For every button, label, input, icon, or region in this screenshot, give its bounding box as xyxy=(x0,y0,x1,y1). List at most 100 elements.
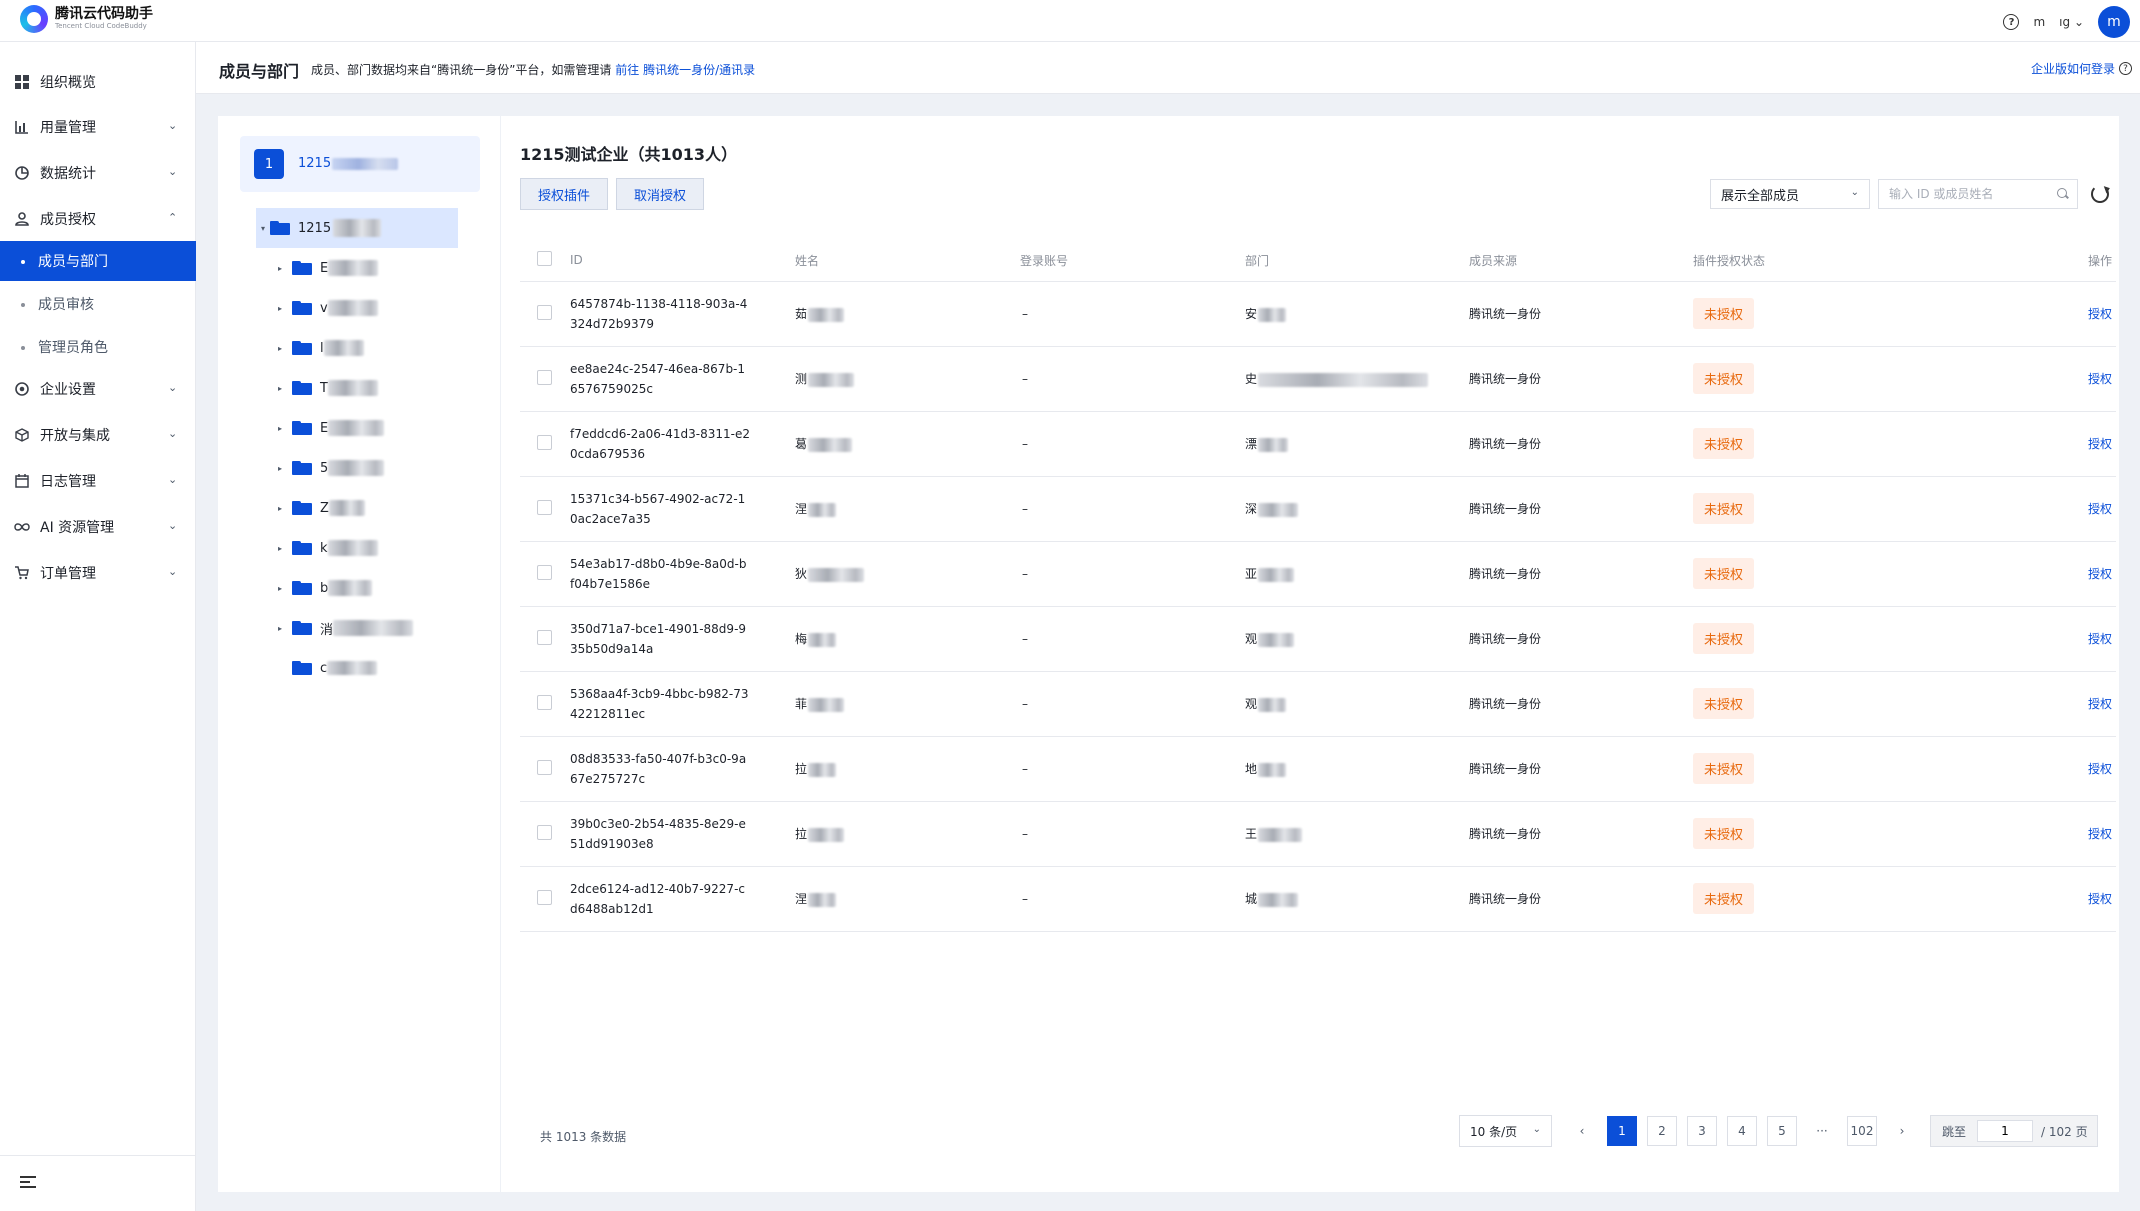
sidebar-item-orders[interactable]: 订单管理 ⌄ xyxy=(0,553,196,593)
member-id: 6457874b-1138-4118-903a-4324d72b9379 xyxy=(570,296,748,331)
member-source: 腾讯统一身份 xyxy=(1469,307,1542,321)
table-row[interactable]: 2dce6124-ad12-40b7-9227-cd6488ab12d1 涅 – 城 腾… xyxy=(520,866,2116,932)
sidebar-item-logs[interactable]: 日志管理 ⌄ xyxy=(0,461,196,501)
authorize-link[interactable]: 授权 xyxy=(2087,697,2112,711)
avatar[interactable]: m xyxy=(2098,6,2130,38)
row-checkbox[interactable] xyxy=(537,304,552,320)
pagination-ellipsis[interactable]: ··· xyxy=(1816,1124,1828,1138)
user-menu[interactable]: m xyxy=(2033,15,2046,29)
tree-node[interactable]: ▸ 消 xyxy=(268,608,414,648)
search-input[interactable] xyxy=(1889,187,2049,201)
row-checkbox[interactable] xyxy=(537,759,552,775)
row-checkbox[interactable] xyxy=(537,694,552,710)
table-row[interactable]: 39b0c3e0-2b54-4835-8e29-e51dd91903e8 拉 – 王 腾… xyxy=(520,801,2116,867)
table-row[interactable]: 5368aa4f-3cb9-4bbc-b982-7342212811ec 菲 – 观 腾… xyxy=(520,671,2116,737)
member-filter-select[interactable]: 展示全部成员 ⌄ xyxy=(1710,179,1870,209)
member-name: 测 xyxy=(795,372,808,386)
prev-page-button[interactable]: ‹ xyxy=(1579,1124,1585,1138)
page-5-button[interactable]: 5 xyxy=(1767,1116,1797,1146)
sidebar-item-overview[interactable]: 组织概览 xyxy=(0,62,196,102)
table-row[interactable]: ee8ae24c-2547-46ea-867b-16576759025c 测 – 史 腾… xyxy=(520,346,2116,412)
authorize-link[interactable]: 授权 xyxy=(2087,567,2112,581)
tree-node[interactable]: ▸ v xyxy=(268,288,378,328)
caret-right-icon[interactable]: ▸ xyxy=(277,343,282,353)
caret-right-icon[interactable]: ▸ xyxy=(277,623,282,633)
tree-node[interactable]: ▸ k xyxy=(268,528,378,568)
page-2-button[interactable]: 2 xyxy=(1647,1116,1677,1146)
tree-node[interactable]: ▸ E xyxy=(268,248,379,288)
authorize-link[interactable]: 授权 xyxy=(2087,762,2112,776)
tree-node[interactable]: ▸ T xyxy=(268,368,378,408)
authorize-link[interactable]: 授权 xyxy=(2087,632,2112,646)
page-jump-input[interactable] xyxy=(1977,1120,2033,1142)
sidebar-subitem-member-review[interactable]: 成员审核 xyxy=(0,284,196,324)
row-checkbox[interactable] xyxy=(537,824,552,840)
caret-right-icon[interactable]: ▸ xyxy=(277,503,282,513)
authorize-link[interactable]: 授权 xyxy=(2087,307,2112,321)
authorize-link[interactable]: 授权 xyxy=(2087,827,2112,841)
authorize-link[interactable]: 授权 xyxy=(2087,437,2112,451)
page-4-button[interactable]: 4 xyxy=(1727,1116,1757,1146)
row-checkbox[interactable] xyxy=(537,434,552,450)
table-row[interactable]: 08d83533-fa50-407f-b3c0-9a67e275727c 拉 – 地 腾… xyxy=(520,736,2116,802)
identity-link[interactable]: 前往 腾讯统一身份/通讯录 xyxy=(615,63,756,77)
table-row[interactable]: 6457874b-1138-4118-903a-4324d72b9379 茹 – 安 腾… xyxy=(520,281,2116,347)
revoke-authorization-button[interactable]: 取消授权 xyxy=(616,178,704,210)
refresh-icon[interactable] xyxy=(2091,185,2109,203)
tree-node[interactable]: ▸ b xyxy=(268,568,373,608)
authorize-link[interactable]: 授权 xyxy=(2087,372,2112,386)
page-1-button[interactable]: 1 xyxy=(1607,1116,1637,1146)
tree-node[interactable]: ▸ E xyxy=(268,408,385,448)
caret-right-icon[interactable]: ▸ xyxy=(277,423,282,433)
caret-right-icon[interactable]: ▸ xyxy=(277,263,282,273)
sidebar-subitem-admin-roles[interactable]: 管理员角色 xyxy=(0,327,196,367)
caret-right-icon[interactable]: ▸ xyxy=(277,583,282,593)
member-name: 梅 xyxy=(795,632,808,646)
app-logo[interactable]: 腾讯云代码助手 Tencent Cloud CodeBuddy xyxy=(20,5,153,33)
search-field[interactable] xyxy=(1878,179,2078,209)
last-page-button[interactable]: 102 xyxy=(1847,1116,1877,1146)
member-id: 350d71a7-bce1-4901-88d9-935b50d9a14a xyxy=(570,621,747,656)
table-row[interactable]: f7eddcd6-2a06-41d3-8311-e20cda679536 葛 – 漂 腾… xyxy=(520,411,2116,477)
tree-root-node[interactable]: ▾ 1215 xyxy=(256,208,458,248)
row-checkbox[interactable] xyxy=(537,629,552,645)
caret-right-icon[interactable]: ▸ xyxy=(277,463,282,473)
row-checkbox[interactable] xyxy=(537,499,552,515)
tree-node[interactable]: c xyxy=(268,648,378,688)
org-name-text: 1215 xyxy=(298,156,332,171)
tree-node[interactable]: ▸ l xyxy=(268,328,364,368)
authorize-link[interactable]: 授权 xyxy=(2087,502,2112,516)
table-row[interactable]: 350d71a7-bce1-4901-88d9-935b50d9a14a 梅 – 观 腾… xyxy=(520,606,2116,672)
caret-down-icon[interactable]: ▾ xyxy=(260,223,265,233)
sidebar-item-integration[interactable]: 开放与集成 ⌄ xyxy=(0,415,196,455)
table-row[interactable]: 54e3ab17-d8b0-4b9e-8a0d-bf04b7e1586e 狄 – 亚 腾… xyxy=(520,541,2116,607)
page-size-select[interactable]: 10 条/页 ⌄ xyxy=(1459,1115,1552,1147)
sidebar-item-ai-resources[interactable]: AI 资源管理 ⌄ xyxy=(0,507,196,547)
language-switch[interactable]: ıg ⌄ xyxy=(2059,15,2084,29)
collapse-sidebar-icon[interactable] xyxy=(20,1176,36,1190)
next-page-button[interactable]: › xyxy=(1899,1124,1905,1138)
select-all-checkbox[interactable] xyxy=(537,251,552,267)
row-checkbox[interactable] xyxy=(537,564,552,580)
search-icon[interactable] xyxy=(2057,188,2069,200)
caret-right-icon[interactable]: ▸ xyxy=(277,543,282,553)
tree-node[interactable]: ▸ Z xyxy=(268,488,365,528)
sidebar-item-member-auth[interactable]: 成员授权 ⌃ xyxy=(0,199,196,239)
help-icon[interactable]: ? xyxy=(2003,14,2020,30)
table-row[interactable]: 15371c34-b567-4902-ac72-10ac2ace7a35 涅 – 深 腾… xyxy=(520,476,2116,542)
authorize-link[interactable]: 授权 xyxy=(2087,892,2112,906)
caret-right-icon[interactable]: ▸ xyxy=(277,303,282,313)
page-3-button[interactable]: 3 xyxy=(1687,1116,1717,1146)
tree-node[interactable]: ▸ 5 xyxy=(268,448,385,488)
member-source: 腾讯统一身份 xyxy=(1469,892,1542,906)
sidebar-subitem-members-depts[interactable]: 成员与部门 xyxy=(0,241,196,281)
row-checkbox[interactable] xyxy=(537,889,552,905)
sidebar-item-stats[interactable]: 数据统计 ⌄ xyxy=(0,153,196,193)
authorize-plugin-button[interactable]: 授权插件 xyxy=(520,178,608,210)
sidebar-item-enterprise-settings[interactable]: 企业设置 ⌄ xyxy=(0,369,196,409)
row-checkbox[interactable] xyxy=(537,369,552,385)
login-help-link[interactable]: 企业版如何登录 ? xyxy=(2031,60,2132,77)
caret-right-icon[interactable]: ▸ xyxy=(277,383,282,393)
org-card[interactable]: 1 1215 xyxy=(240,136,480,192)
sidebar-item-usage[interactable]: 用量管理 ⌄ xyxy=(0,107,196,147)
